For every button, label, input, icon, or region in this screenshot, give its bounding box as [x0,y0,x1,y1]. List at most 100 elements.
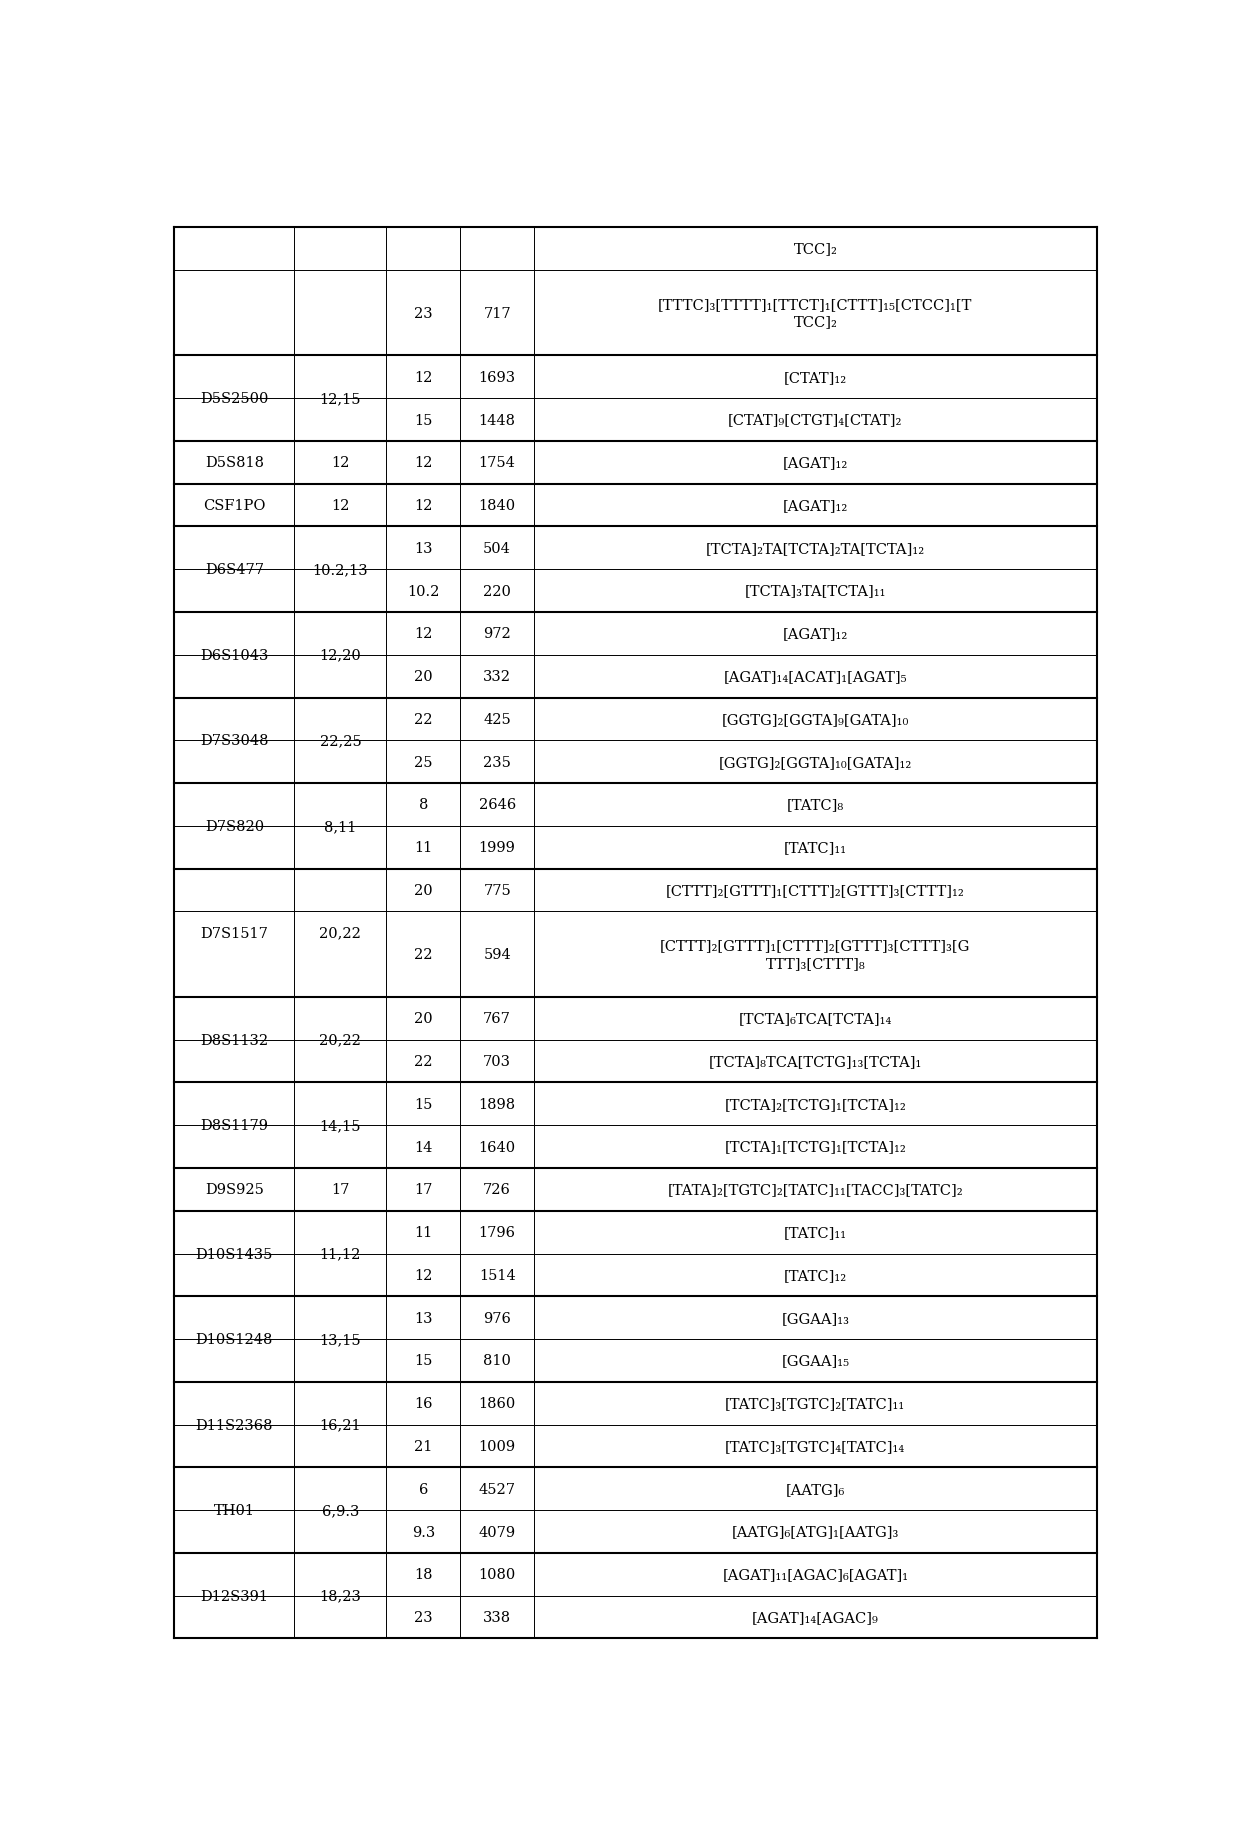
Text: [TATC]₁₂: [TATC]₁₂ [784,1268,847,1283]
Text: 775: 775 [484,883,511,898]
Text: TCC]₂: TCC]₂ [794,242,837,257]
Text: 20: 20 [414,883,433,898]
Text: [TATC]₁₁: [TATC]₁₁ [784,841,847,856]
Text: 6: 6 [419,1482,428,1495]
Text: 1009: 1009 [479,1440,516,1453]
Text: 14: 14 [414,1140,433,1153]
Text: D8S1132: D8S1132 [200,1033,268,1048]
Text: [CTAT]₉[CTGT]₄[CTAT]₂: [CTAT]₉[CTGT]₄[CTAT]₂ [728,414,903,427]
Text: 6,9.3: 6,9.3 [321,1502,360,1517]
Text: 972: 972 [484,626,511,641]
Text: [TCTA]₂[TCTG]₁[TCTA]₁₂: [TCTA]₂[TCTG]₁[TCTA]₁₂ [724,1098,906,1111]
Text: [TATC]₃[TGTC]₄[TATC]₁₄: [TATC]₃[TGTC]₄[TATC]₁₄ [725,1440,905,1453]
Text: 220: 220 [484,584,511,599]
Text: D8S1179: D8S1179 [201,1118,268,1133]
Text: 2646: 2646 [479,798,516,811]
Text: D5S2500: D5S2500 [200,392,269,407]
Text: [CTAT]₁₂: [CTAT]₁₂ [784,371,847,384]
Text: [CTTT]₂[GTTT]₁[CTTT]₂[GTTT]₃[CTTT]₃[G
TTT]₃[CTTT]₈: [CTTT]₂[GTTT]₁[CTTT]₂[GTTT]₃[CTTT]₃[G TT… [660,939,971,970]
Text: 10.2,13: 10.2,13 [312,564,368,577]
Text: 4079: 4079 [479,1525,516,1539]
Text: 594: 594 [484,948,511,961]
Text: 8,11: 8,11 [324,819,357,833]
Text: [GGAA]₁₃: [GGAA]₁₃ [781,1310,849,1325]
Text: 15: 15 [414,1098,433,1111]
Text: 17: 17 [414,1183,433,1198]
Text: [TCTA]₈TCA[TCTG]₁₃[TCTA]₁: [TCTA]₈TCA[TCTG]₁₃[TCTA]₁ [708,1055,923,1068]
Text: 1448: 1448 [479,414,516,427]
Text: [AATG]₆[ATG]₁[AATG]₃: [AATG]₆[ATG]₁[AATG]₃ [732,1525,899,1539]
Text: 13,15: 13,15 [320,1332,361,1347]
Text: 11: 11 [414,1225,433,1240]
Text: 25: 25 [414,756,433,769]
Text: CSF1PO: CSF1PO [203,499,265,512]
Text: [AATG]₆: [AATG]₆ [786,1482,844,1495]
Text: 23: 23 [414,307,433,320]
Text: 504: 504 [484,541,511,556]
Text: 10.2: 10.2 [407,584,439,599]
Text: D7S820: D7S820 [205,819,264,833]
Text: [AGAT]₁₄[ACAT]₁[AGAT]₅: [AGAT]₁₄[ACAT]₁[AGAT]₅ [723,669,908,684]
Text: 22,25: 22,25 [320,734,361,748]
Text: D9S925: D9S925 [205,1183,264,1198]
Text: [TTTC]₃[TTTT]₁[TTCT]₁[CTTT]₁₅[CTCC]₁[T
TCC]₂: [TTTC]₃[TTTT]₁[TTCT]₁[CTTT]₁₅[CTCC]₁[T T… [658,298,972,329]
Text: D7S3048: D7S3048 [200,734,269,748]
Text: 1514: 1514 [479,1268,516,1283]
Text: D6S477: D6S477 [205,564,264,577]
Text: D7S1517: D7S1517 [201,926,268,941]
Text: 12,20: 12,20 [320,649,361,662]
Text: D10S1435: D10S1435 [196,1247,273,1260]
Text: 13: 13 [414,1310,433,1325]
Text: 12: 12 [414,1268,433,1283]
Text: [AGAT]₁₂: [AGAT]₁₂ [782,499,848,512]
Text: 16: 16 [414,1397,433,1410]
Text: 20,22: 20,22 [320,1033,361,1048]
Text: [TCTA]₆TCA[TCTA]₁₄: [TCTA]₆TCA[TCTA]₁₄ [739,1011,892,1026]
Text: D5S818: D5S818 [205,456,264,469]
Text: [TATC]₃[TGTC]₂[TATC]₁₁: [TATC]₃[TGTC]₂[TATC]₁₁ [725,1397,905,1410]
Text: 18: 18 [414,1567,433,1582]
Text: 703: 703 [484,1055,511,1068]
Text: 17: 17 [331,1183,350,1198]
Text: 1898: 1898 [479,1098,516,1111]
Text: 21: 21 [414,1440,433,1453]
Text: TH01: TH01 [213,1502,255,1517]
Text: 976: 976 [484,1310,511,1325]
Text: 11: 11 [414,841,433,856]
Text: 15: 15 [414,414,433,427]
Text: D10S1248: D10S1248 [196,1332,273,1347]
Text: 1860: 1860 [479,1397,516,1410]
Text: 18,23: 18,23 [320,1589,361,1602]
Text: [GGAA]₁₅: [GGAA]₁₅ [781,1355,849,1368]
Text: D12S391: D12S391 [201,1589,268,1602]
Text: [TATC]₈: [TATC]₈ [786,798,844,811]
Text: 4527: 4527 [479,1482,516,1495]
Text: 338: 338 [484,1610,511,1624]
Text: [TATA]₂[TGTC]₂[TATC]₁₁[TACC]₃[TATC]₂: [TATA]₂[TGTC]₂[TATC]₁₁[TACC]₃[TATC]₂ [667,1183,963,1198]
Text: 1693: 1693 [479,371,516,384]
Text: D6S1043: D6S1043 [200,649,269,662]
Text: 12: 12 [331,456,350,469]
Text: 22: 22 [414,1055,433,1068]
Text: [AGAT]₁₄[AGAC]₉: [AGAT]₁₄[AGAC]₉ [751,1610,879,1624]
Text: 12: 12 [414,456,433,469]
Text: 1640: 1640 [479,1140,516,1153]
Text: [TCTA]₃TA[TCTA]₁₁: [TCTA]₃TA[TCTA]₁₁ [744,584,887,599]
Text: [TCTA]₁[TCTG]₁[TCTA]₁₂: [TCTA]₁[TCTG]₁[TCTA]₁₂ [724,1140,906,1153]
Text: [GGTG]₂[GGTA]₁₀[GATA]₁₂: [GGTG]₂[GGTA]₁₀[GATA]₁₂ [719,756,911,769]
Text: 23: 23 [414,1610,433,1624]
Text: 1840: 1840 [479,499,516,512]
Text: [AGAT]₁₁[AGAC]₆[AGAT]₁: [AGAT]₁₁[AGAC]₆[AGAT]₁ [722,1567,909,1582]
Text: 717: 717 [484,307,511,320]
Text: 332: 332 [484,669,511,684]
Text: 16,21: 16,21 [320,1417,361,1432]
Text: 22: 22 [414,713,433,726]
Text: 726: 726 [484,1183,511,1198]
Text: 12: 12 [414,626,433,641]
Text: 1796: 1796 [479,1225,516,1240]
Text: 1999: 1999 [479,841,516,856]
Text: [CTTT]₂[GTTT]₁[CTTT]₂[GTTT]₃[CTTT]₁₂: [CTTT]₂[GTTT]₁[CTTT]₂[GTTT]₃[CTTT]₁₂ [666,883,965,898]
Text: 235: 235 [484,756,511,769]
Text: [GGTG]₂[GGTA]₉[GATA]₁₀: [GGTG]₂[GGTA]₉[GATA]₁₀ [722,713,909,726]
Text: [AGAT]₁₂: [AGAT]₁₂ [782,456,848,469]
